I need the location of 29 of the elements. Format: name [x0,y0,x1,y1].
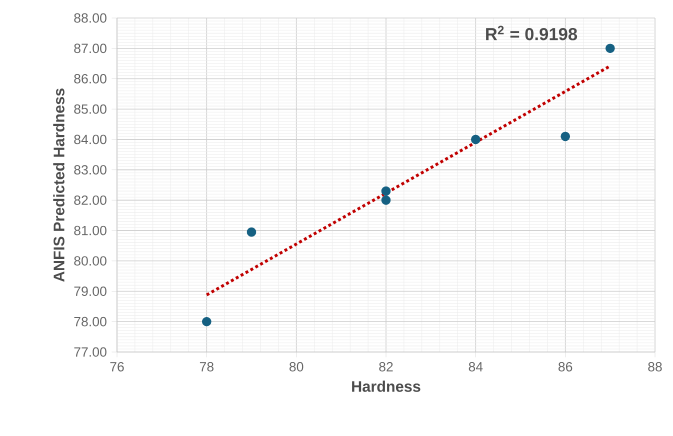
y-tick-label: 78.00 [74,316,106,326]
x-tick-label: 78 [200,362,214,372]
y-tick-label: 82.00 [74,195,106,205]
point [471,134,480,144]
point [381,186,391,196]
annotation: R$^{2}$ = 0.9198 [486,26,578,40]
y-axis-title: ANFIS Predicted Hardness [53,88,64,282]
point [246,227,256,237]
y-tick-label: 85.00 [74,104,106,114]
y-tick-label: 80.00 [74,256,106,266]
y-tick-label: 81.00 [74,226,106,236]
point [202,316,212,326]
point [606,44,615,54]
x-tick-label: 76 [110,362,124,372]
point [560,132,570,142]
y-tick-label: 88.00 [74,13,106,23]
x-tick-label: 84 [468,362,483,372]
y-tick-label: 77.00 [74,347,106,357]
x-tick-label: 86 [558,362,572,372]
x-axis-title: Hardness [352,380,420,392]
y-tick-label: 83.00 [74,165,106,175]
y-tick-label: 84.00 [74,134,106,144]
x-tick-label: 88 [648,362,662,372]
point [381,196,391,205]
y-tick-label: 87.00 [74,44,106,54]
y-tick-label: 79.00 [74,286,106,296]
y-tick-label: 86.00 [74,74,106,84]
x-tick-label: 82 [379,362,393,372]
x-tick-label: 80 [290,362,304,372]
